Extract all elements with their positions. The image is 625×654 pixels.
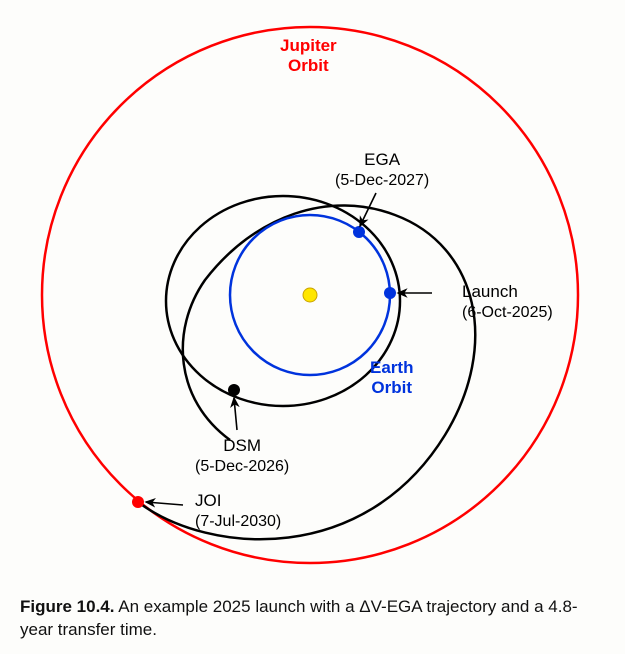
joi-date: (7-Jul-2030): [195, 513, 281, 530]
dsm-label: DSM (5-Dec-2026): [195, 436, 289, 477]
ega-label: EGA (5-Dec-2027): [335, 150, 429, 191]
figure-number: Figure 10.4.: [20, 597, 114, 616]
earth-orbit-label: Earth Orbit: [370, 358, 413, 399]
joi-label: JOI (7-Jul-2030): [195, 491, 281, 532]
earth-orbit-line2: Orbit: [371, 378, 412, 397]
earth-orbit-line1: Earth: [370, 358, 413, 377]
joi-point: [132, 496, 144, 508]
ega-date: (5-Dec-2027): [335, 172, 429, 189]
ega-title: EGA: [364, 150, 400, 169]
launch-title: Launch: [462, 282, 518, 301]
dsm-orbit-path: [166, 196, 400, 406]
dsm-arrow: [234, 398, 237, 430]
delta-symbol: Δ: [359, 597, 370, 616]
dsm-point: [228, 384, 240, 396]
joi-arrow: [146, 502, 183, 505]
ega-point: [353, 226, 365, 238]
dsm-date: (5-Dec-2026): [195, 458, 289, 475]
trajectory-diagram: Jupiter Orbit Earth Orbit EGA (5-Dec-202…: [0, 0, 625, 580]
figure-caption: Figure 10.4. An example 2025 launch with…: [20, 596, 595, 642]
sun-icon: [303, 288, 317, 302]
jupiter-orbit-line2: Orbit: [288, 56, 329, 75]
launch-label: Launch (6-Oct-2025): [462, 282, 553, 323]
transfer-trajectory-path: [138, 205, 475, 539]
joi-title: JOI: [195, 491, 221, 510]
dsm-title: DSM: [223, 436, 261, 455]
caption-text-1: An example 2025 launch with a: [118, 597, 359, 616]
jupiter-orbit-line1: Jupiter: [280, 36, 337, 55]
launch-date: (6-Oct-2025): [462, 304, 553, 321]
launch-point: [384, 287, 396, 299]
jupiter-orbit-label: Jupiter Orbit: [280, 36, 337, 77]
